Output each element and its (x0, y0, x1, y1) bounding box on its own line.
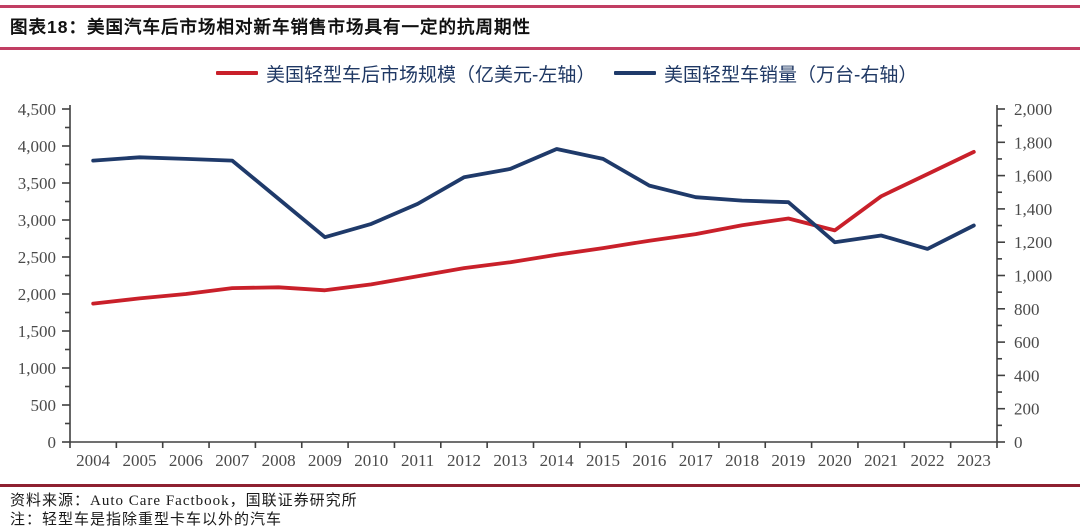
svg-text:2006: 2006 (169, 451, 203, 470)
svg-text:4,500: 4,500 (18, 100, 56, 119)
svg-text:0: 0 (1014, 433, 1023, 452)
top-rule (0, 5, 1080, 8)
svg-text:2022: 2022 (910, 451, 944, 470)
svg-text:1,800: 1,800 (1014, 133, 1052, 152)
legend-item-sales: 美国轻型车销量（万台-右轴） (614, 61, 918, 86)
svg-text:800: 800 (1014, 300, 1040, 319)
svg-text:1,500: 1,500 (18, 322, 56, 341)
svg-text:2005: 2005 (123, 451, 157, 470)
aftermarket-line-swatch (216, 71, 258, 75)
legend-label-sales: 美国轻型车销量（万台-右轴） (664, 64, 918, 86)
footer-rule (0, 484, 1080, 487)
svg-text:2012: 2012 (447, 451, 481, 470)
svg-text:2004: 2004 (76, 451, 111, 470)
svg-text:2016: 2016 (632, 451, 666, 470)
svg-text:2019: 2019 (771, 451, 805, 470)
svg-text:2011: 2011 (401, 451, 434, 470)
svg-text:1,000: 1,000 (1014, 267, 1052, 286)
svg-text:3,000: 3,000 (18, 211, 56, 230)
svg-text:200: 200 (1014, 400, 1040, 419)
svg-text:500: 500 (31, 396, 57, 415)
svg-text:2020: 2020 (818, 451, 852, 470)
svg-text:0: 0 (48, 433, 57, 452)
figure-title: 图表18：美国汽车后市场相对新车销售市场具有一定的抗周期性 (10, 17, 531, 37)
svg-text:2007: 2007 (215, 451, 250, 470)
svg-text:2021: 2021 (864, 451, 898, 470)
svg-text:2015: 2015 (586, 451, 620, 470)
svg-text:2023: 2023 (957, 451, 991, 470)
legend-item-aftermarket: 美国轻型车后市场规模（亿美元-左轴） (216, 61, 596, 86)
svg-text:1,000: 1,000 (18, 359, 56, 378)
svg-text:1,200: 1,200 (1014, 233, 1052, 252)
svg-text:1,400: 1,400 (1014, 200, 1052, 219)
svg-text:2017: 2017 (679, 451, 714, 470)
svg-text:4,000: 4,000 (18, 137, 56, 156)
legend-label-aftermarket: 美国轻型车后市场规模（亿美元-左轴） (266, 64, 596, 86)
source-text: 资料来源：Auto Care Factbook，国联证券研究所 (10, 493, 358, 509)
svg-text:2010: 2010 (354, 451, 388, 470)
svg-text:2014: 2014 (540, 451, 575, 470)
svg-text:2009: 2009 (308, 451, 342, 470)
svg-text:2,000: 2,000 (1014, 100, 1052, 119)
note-text: 注：轻型车是指除重型卡车以外的汽车 (10, 512, 283, 528)
svg-text:2013: 2013 (493, 451, 527, 470)
sales-line-swatch (614, 71, 656, 75)
svg-text:400: 400 (1014, 366, 1040, 385)
svg-text:3,500: 3,500 (18, 174, 56, 193)
svg-text:1,600: 1,600 (1014, 167, 1052, 186)
svg-text:600: 600 (1014, 333, 1040, 352)
svg-text:2018: 2018 (725, 451, 759, 470)
svg-text:2,000: 2,000 (18, 285, 56, 304)
line-chart: 0 500 1,000 1,500 2,000 2,500 3,000 3,500 4,000 4… (18, 100, 1053, 470)
svg-text:2,500: 2,500 (18, 248, 56, 267)
title-underline-rule (0, 47, 1080, 50)
svg-text:2008: 2008 (262, 451, 296, 470)
